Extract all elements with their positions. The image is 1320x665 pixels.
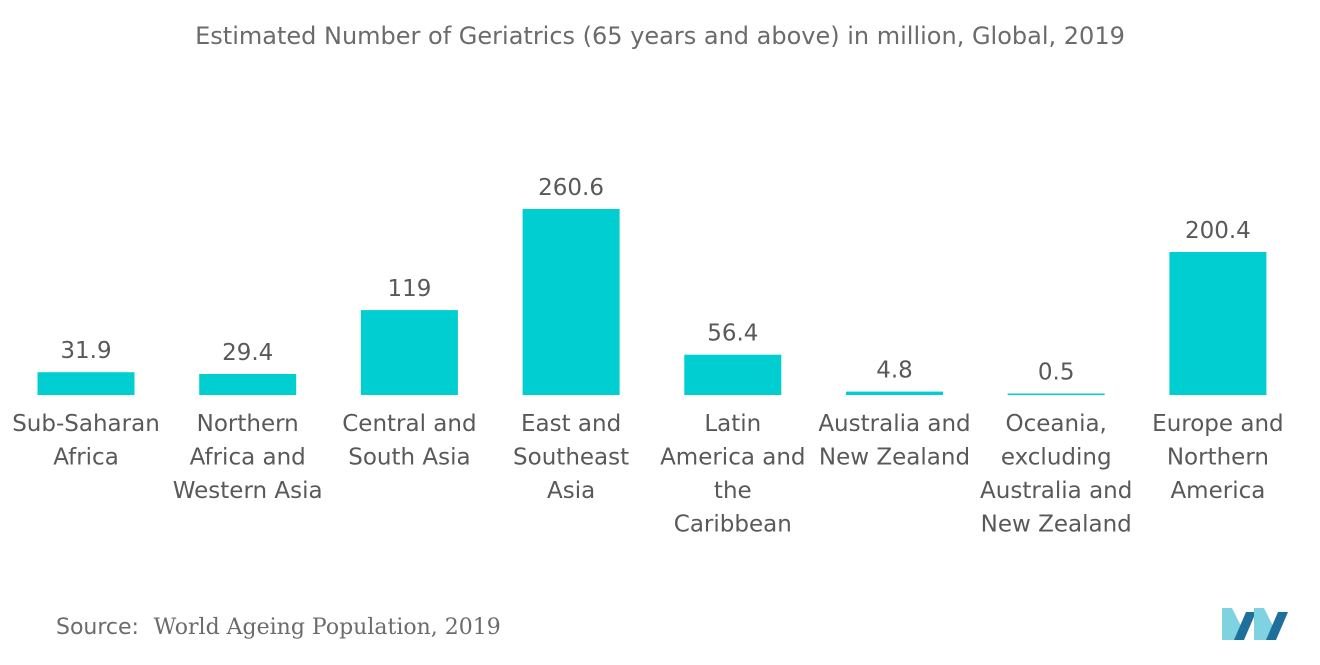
category-label-7: Europe and Northern America xyxy=(1152,411,1283,504)
category-label-2: Central and South Asia xyxy=(342,411,476,471)
category-label-6: Oceania, excluding Australia and New Zealan… xyxy=(980,411,1132,538)
bar-3 xyxy=(522,209,620,395)
bar-1 xyxy=(199,374,297,395)
value-label-3: 260.6 xyxy=(538,175,604,201)
bar-chart: 31.9 Sub-Saharan Africa 29.4 Northern Africa … xyxy=(12,175,1283,538)
bar-2 xyxy=(360,310,458,395)
source-note: Source: World Ageing Population, 2019 xyxy=(56,613,501,641)
value-label-4: 56.4 xyxy=(707,321,758,347)
chart-title: Estimated Number of Geriatrics (65 years… xyxy=(195,22,1125,50)
value-label-1: 29.4 xyxy=(222,340,273,366)
category-label-3: East and Southeast Asia xyxy=(513,411,629,504)
value-label-5: 4.8 xyxy=(876,358,913,384)
category-label-4: Latin America and the Caribbean xyxy=(660,411,805,538)
value-label-7: 200.4 xyxy=(1185,218,1251,244)
category-label-0: Sub-Saharan Africa xyxy=(12,411,160,471)
mordor-logo-icon xyxy=(1222,608,1288,640)
value-label-6: 0.5 xyxy=(1038,360,1075,386)
bar-0 xyxy=(37,372,135,395)
bar-6 xyxy=(1007,393,1105,395)
bar-5 xyxy=(846,391,943,395)
category-label-1: Northern Africa and Western Asia xyxy=(173,411,323,504)
value-label-0: 31.9 xyxy=(60,338,111,364)
bar-4 xyxy=(684,354,782,395)
category-label-5: Australia and New Zealand xyxy=(818,411,970,471)
source-label: Source: xyxy=(56,615,139,640)
bar-7 xyxy=(1169,252,1267,395)
value-label-2: 119 xyxy=(387,276,431,302)
source-text: World Ageing Population, 2019 xyxy=(153,615,501,640)
